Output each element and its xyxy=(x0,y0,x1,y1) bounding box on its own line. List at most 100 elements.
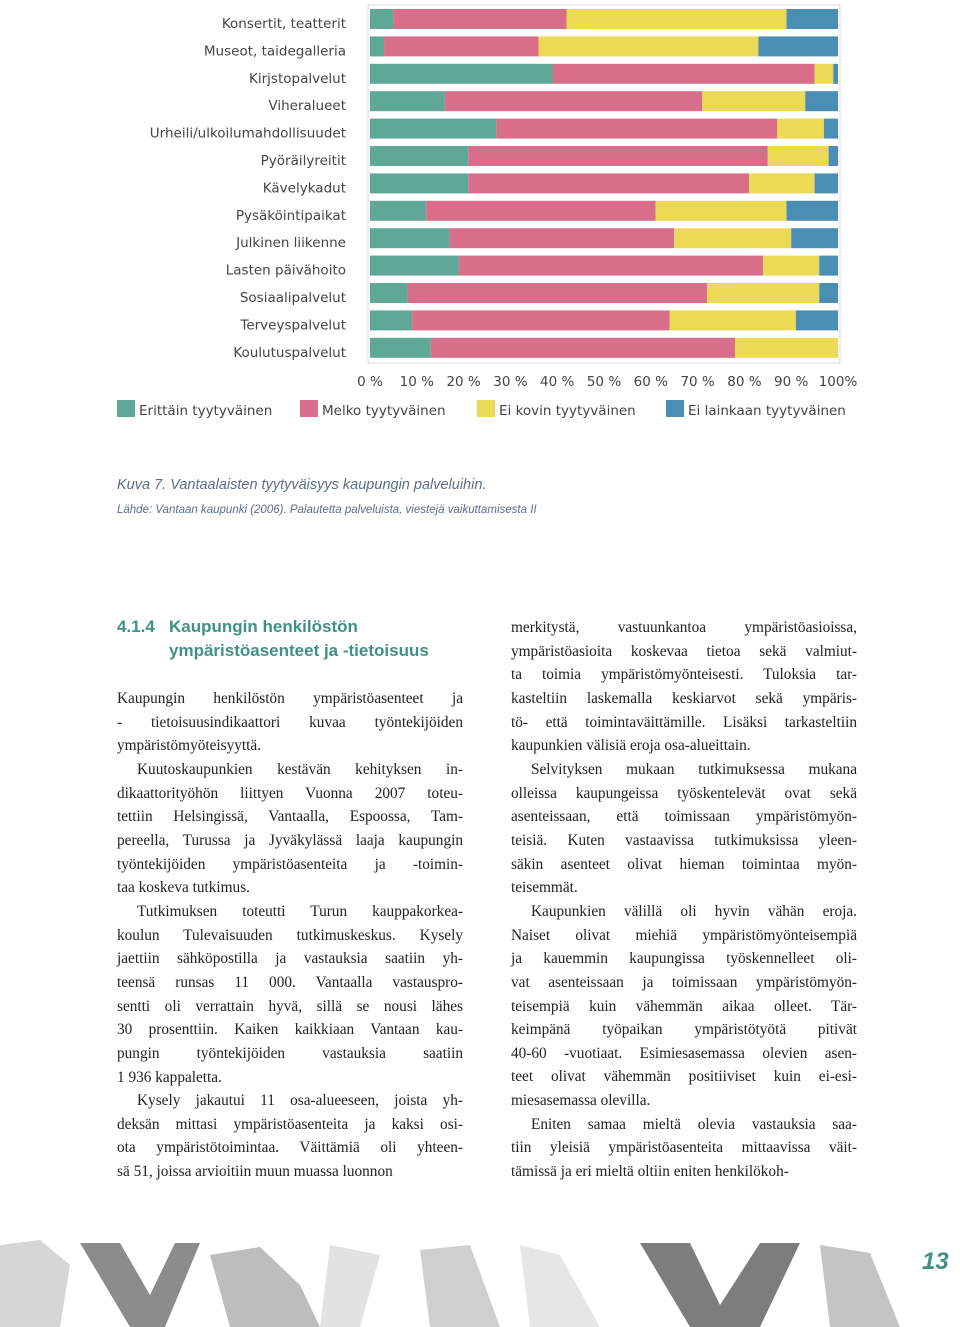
text-line: teet olivat vähemmän positiiviset kuin e… xyxy=(511,1068,857,1086)
text-line: ja kauemmin kaupungissa työskennelleet o… xyxy=(511,950,857,968)
heading-line: ympäristöasenteet ja -tietoisuus xyxy=(169,641,429,660)
text-line: teisemmät. xyxy=(511,879,578,897)
bar-segment xyxy=(833,63,838,84)
text-line: dikaattorityöhön liittyen Vuonna 2007 to… xyxy=(117,784,463,802)
bar-segment xyxy=(777,118,824,139)
legend-swatch xyxy=(300,400,318,417)
legend-label: Ei kovin tyytyväinen xyxy=(499,403,636,419)
text-line: tettiin Helsingissä, Vantaalla, Espoossa… xyxy=(117,808,463,826)
bar-segment xyxy=(819,283,838,303)
bar-segment xyxy=(412,310,670,331)
paragraph: Kuutoskaupunkien kestävän kehityksen in-… xyxy=(117,758,463,900)
legend-label: Erittäin tyytyväinen xyxy=(139,403,272,419)
text-line: teensä runsas 11 000. Vantaalla vastausp… xyxy=(117,973,463,991)
category-label: Viheralueet xyxy=(268,98,346,114)
figure-caption: Kuva 7. Vantaalaisten tyytyväisyys kaupu… xyxy=(117,477,487,493)
text-line: kasteltiin laskemalla keskiarvot sekä ym… xyxy=(511,689,857,707)
bar-segment xyxy=(566,9,787,29)
text-line: koulun Tulevaisuuden tutkimuskeskus. Kys… xyxy=(117,926,463,944)
bar-segment xyxy=(370,63,553,84)
category-label: Lasten päivähoito xyxy=(226,263,346,279)
legend-label: Ei lainkaan tyytyväinen xyxy=(688,403,846,419)
bar-segment xyxy=(795,310,838,331)
x-tick-label: 10 % xyxy=(400,374,434,390)
category-label: Konsertit, teatterit xyxy=(222,16,346,32)
figure-source: Lähde: Vantaan kaupunki (2006). Palautet… xyxy=(117,504,537,516)
bar-segment xyxy=(702,91,806,112)
x-tick-label: 60 % xyxy=(634,374,668,390)
text-line: pungin työntekijöiden vastauksia saatiin xyxy=(117,1044,463,1062)
text-line: tiin yleisiä ympäristöasenteita mittaavi… xyxy=(511,1139,857,1157)
paragraph: Kysely jakautui 11 osa-alueeseen, joista… xyxy=(117,1089,463,1184)
bar-segment xyxy=(370,283,408,303)
text-line: deksän mittasi ympäristöasenteita ja kak… xyxy=(117,1115,463,1133)
bar-segment xyxy=(407,283,707,303)
bar-segment xyxy=(814,173,838,194)
category-label: Terveyspalvelut xyxy=(239,317,346,333)
chart: Konsertit, teatterit Museot, taidegalleri… xyxy=(117,4,857,419)
text-line: työntekijöiden ympäristöasenteita ja -to… xyxy=(117,855,463,873)
bar-segment xyxy=(767,146,829,166)
legend-swatch xyxy=(477,400,495,417)
bar-segment xyxy=(823,118,838,139)
bar-segment xyxy=(538,36,759,57)
paragraph: Tutkimuksen toteutti Turun kauppakorkea-… xyxy=(117,900,463,1089)
x-tick-label: 30 % xyxy=(493,374,527,390)
text-line: vat asenteissaan ja toimissaan ympäristö… xyxy=(511,973,857,991)
bar-segment xyxy=(819,255,838,276)
section-number: 4.1.4 xyxy=(117,617,155,636)
bar-segment xyxy=(430,337,736,358)
bar-segment xyxy=(449,228,675,249)
x-tick-label: 80 % xyxy=(727,374,761,390)
bar-segment xyxy=(393,9,567,29)
text-line: teisiä. Kuten vastaavissa tutkimuksissa … xyxy=(511,831,857,849)
text-line: ympäristömyöteisyyttä. xyxy=(117,737,262,755)
category-label: Kävelykadut xyxy=(263,180,346,196)
bar-segment xyxy=(468,146,768,166)
category-label: Pysäköintipaikat xyxy=(236,208,346,224)
text-line: säkin asenteet olivat hieman toimintaa m… xyxy=(511,855,857,873)
bar-segment xyxy=(674,228,792,249)
bar-segment xyxy=(370,118,497,139)
category-label: Sosiaalipalvelut xyxy=(240,290,346,306)
text-line: keimpänä työpaikan ympäristötyötä pitivä… xyxy=(511,1021,857,1039)
bar-segment xyxy=(444,91,703,112)
category-label: Pyöräilyreitit xyxy=(261,153,346,169)
text-line: 40-60 -vuotiaat. Esimiesasemassa olevien… xyxy=(511,1044,857,1062)
bar-segment xyxy=(370,255,459,276)
paragraph: Kaupungin henkilöstön ympäristöasenteet … xyxy=(117,687,463,758)
text-line: sä 51, joissa arvioitiin muun muassa luo… xyxy=(117,1163,393,1181)
text-line: Naiset olivat miehiä ympäristömyönteisem… xyxy=(511,926,857,944)
paragraph: Selvityksen mukaan tutkimuksessa mukana o… xyxy=(511,758,857,900)
bar-segment xyxy=(370,146,469,166)
text-line: ota ympäristötoimintaa. Väittämiä oli yh… xyxy=(117,1139,463,1157)
bar-segment xyxy=(828,146,838,166)
bar-segment xyxy=(370,228,450,249)
text-line: pereella, Turussa ja Jyväkylässä laaja k… xyxy=(117,831,463,849)
bar-segment xyxy=(805,91,838,112)
text-line: teisempiä kuin vähemmän aikaa olleet. Tä… xyxy=(511,997,857,1015)
text-line: ta toimia ympäristömyönteisesti. Tuloksi… xyxy=(511,666,857,684)
text-line: tämissä ja eri mieltä oltiin eniten henk… xyxy=(511,1163,789,1181)
text-line: Kaupungin henkilöstön ympäristöasenteet … xyxy=(117,690,463,707)
bar-segment xyxy=(370,36,385,57)
x-tick-label: 70 % xyxy=(680,374,714,390)
section-heading: 4.1.4 Kaupungin henkilöstön ympäristöase… xyxy=(117,615,429,663)
bar-segment xyxy=(370,173,469,194)
bar-segment xyxy=(370,337,431,358)
paragraph: Eniten samaa mieltä olevia vastauksia sa… xyxy=(511,1113,857,1184)
bar-segment xyxy=(370,9,394,29)
bar-segment xyxy=(370,200,427,221)
text-line: Kaupunkien välillä oli hyvin vähän eroja… xyxy=(531,902,857,920)
text-line: merkitystä, vastuunkantoa ympäristöasioi… xyxy=(511,619,857,636)
bar-segment xyxy=(458,255,764,276)
bar-segment xyxy=(735,337,838,358)
text-line: miesasemassa olevilla. xyxy=(511,1092,651,1110)
text-line: ympäristöasioita koskevaa tietoa sekä va… xyxy=(511,642,857,660)
footer-decoration xyxy=(0,1235,960,1327)
category-label: Koulutuspalvelut xyxy=(233,345,346,361)
text-line: Selvityksen mukaan tutkimuksessa mukana xyxy=(531,760,857,778)
x-tick-label: 20 % xyxy=(446,374,480,390)
category-label: Kirjstopalvelut xyxy=(249,71,346,87)
